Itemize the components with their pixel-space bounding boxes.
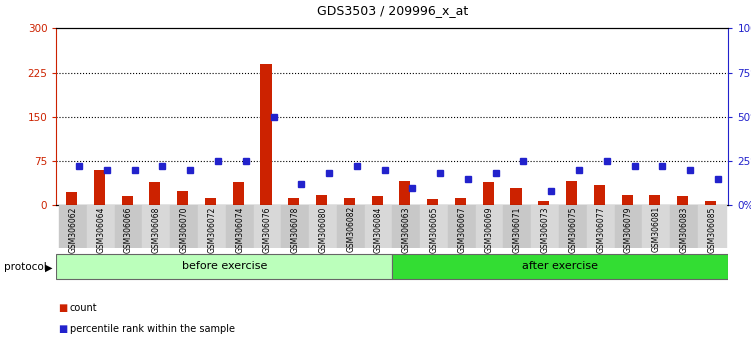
- Bar: [531, 205, 559, 248]
- Text: GSM306083: GSM306083: [680, 206, 689, 252]
- Text: GSM306077: GSM306077: [596, 206, 605, 253]
- Text: count: count: [70, 303, 98, 313]
- Bar: [337, 205, 365, 248]
- Bar: [254, 205, 282, 248]
- Text: GDS3503 / 209996_x_at: GDS3503 / 209996_x_at: [317, 4, 468, 17]
- Text: protocol: protocol: [4, 262, 47, 272]
- Bar: [198, 205, 226, 248]
- Bar: [316, 195, 327, 205]
- Bar: [365, 205, 392, 248]
- Text: GSM306070: GSM306070: [179, 206, 189, 253]
- Text: GSM306076: GSM306076: [263, 206, 272, 253]
- Bar: [282, 205, 309, 248]
- Bar: [288, 198, 300, 205]
- Bar: [56, 254, 392, 279]
- Bar: [677, 196, 688, 205]
- Text: GSM306064: GSM306064: [96, 206, 105, 253]
- Bar: [94, 170, 105, 205]
- Text: GSM306071: GSM306071: [513, 206, 522, 252]
- Bar: [448, 205, 475, 248]
- Bar: [226, 205, 254, 248]
- Bar: [149, 182, 161, 205]
- Bar: [392, 254, 728, 279]
- Bar: [587, 205, 614, 248]
- Bar: [614, 205, 642, 248]
- Text: GSM306081: GSM306081: [652, 206, 661, 252]
- Bar: [559, 205, 587, 248]
- Bar: [420, 205, 448, 248]
- Text: after exercise: after exercise: [523, 261, 599, 272]
- Text: GSM306080: GSM306080: [318, 206, 327, 252]
- Bar: [372, 196, 383, 205]
- Bar: [594, 185, 605, 205]
- Bar: [642, 205, 670, 248]
- Bar: [87, 205, 115, 248]
- Text: GSM306082: GSM306082: [346, 206, 355, 252]
- Text: before exercise: before exercise: [182, 261, 267, 272]
- Bar: [511, 188, 521, 205]
- Bar: [205, 198, 216, 205]
- Bar: [115, 205, 143, 248]
- Bar: [455, 198, 466, 205]
- Text: GSM306073: GSM306073: [541, 206, 550, 253]
- Bar: [566, 181, 577, 205]
- Text: ■: ■: [58, 324, 67, 334]
- Text: GSM306066: GSM306066: [124, 206, 133, 253]
- Text: percentile rank within the sample: percentile rank within the sample: [70, 324, 235, 334]
- Text: GSM306065: GSM306065: [430, 206, 439, 253]
- Text: ■: ■: [58, 303, 67, 313]
- Bar: [483, 182, 493, 205]
- Text: GSM306069: GSM306069: [485, 206, 494, 253]
- Bar: [233, 182, 244, 205]
- Bar: [622, 195, 632, 205]
- Text: GSM306068: GSM306068: [152, 206, 161, 252]
- Bar: [400, 181, 411, 205]
- Bar: [392, 205, 420, 248]
- Bar: [650, 195, 660, 205]
- Text: GSM306072: GSM306072: [207, 206, 216, 252]
- Text: GSM306074: GSM306074: [235, 206, 244, 253]
- Bar: [427, 199, 439, 205]
- Bar: [670, 205, 698, 248]
- Bar: [261, 64, 272, 205]
- Bar: [66, 192, 77, 205]
- Text: GSM306075: GSM306075: [569, 206, 578, 253]
- Bar: [705, 201, 716, 205]
- Text: GSM306062: GSM306062: [68, 206, 77, 252]
- Bar: [59, 205, 87, 248]
- Bar: [122, 196, 133, 205]
- Bar: [698, 205, 725, 248]
- Bar: [309, 205, 337, 248]
- Text: GSM306084: GSM306084: [374, 206, 383, 252]
- Text: GSM306063: GSM306063: [402, 206, 411, 253]
- Text: GSM306067: GSM306067: [457, 206, 466, 253]
- Text: GSM306085: GSM306085: [707, 206, 716, 252]
- Text: GSM306079: GSM306079: [624, 206, 633, 253]
- Bar: [475, 205, 503, 248]
- Bar: [143, 205, 170, 248]
- Bar: [538, 201, 549, 205]
- Bar: [344, 198, 355, 205]
- Text: GSM306078: GSM306078: [291, 206, 300, 252]
- Bar: [503, 205, 531, 248]
- Bar: [177, 190, 189, 205]
- Text: ▶: ▶: [45, 262, 53, 272]
- Bar: [170, 205, 198, 248]
